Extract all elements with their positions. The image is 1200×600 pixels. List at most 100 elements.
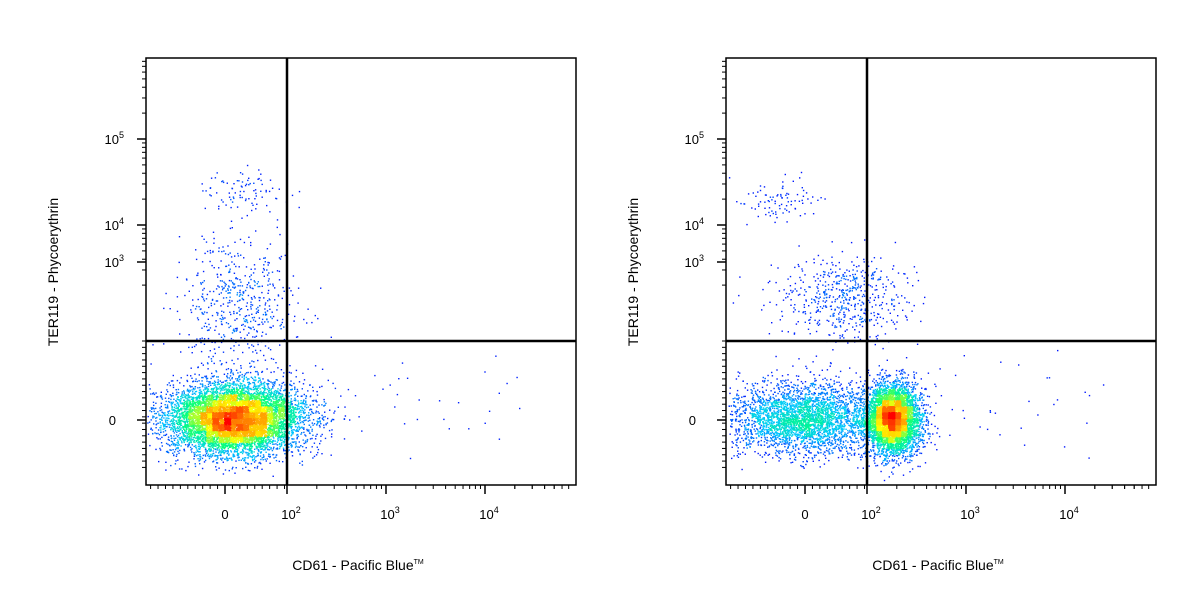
event-dot	[248, 392, 250, 394]
event-dot	[253, 457, 256, 459]
event-dot	[244, 390, 247, 392]
event-dot	[216, 462, 218, 464]
event-dot	[190, 449, 192, 451]
event-dot	[282, 440, 284, 443]
event-dot	[250, 452, 252, 454]
event-dot	[201, 409, 204, 411]
event-dot	[183, 403, 185, 405]
event-dot	[170, 429, 172, 431]
event-dot	[182, 415, 184, 417]
event-dot	[206, 293, 209, 296]
event-dot	[197, 418, 199, 421]
event-dot	[253, 397, 256, 399]
event-dot	[275, 379, 277, 381]
event-dot	[242, 443, 244, 445]
event-dot	[224, 385, 226, 387]
event-dot	[183, 440, 186, 442]
event-dot	[186, 424, 188, 427]
event-dot	[227, 440, 230, 442]
event-dot	[302, 401, 304, 403]
event-dot	[264, 401, 266, 403]
event-dot	[180, 402, 182, 404]
event-dot	[259, 455, 262, 457]
event-dot	[263, 384, 265, 386]
event-dot	[291, 404, 293, 406]
event-dot	[297, 395, 299, 397]
event-dot	[159, 418, 161, 420]
event-dot	[258, 299, 261, 302]
event-dot	[230, 220, 233, 222]
event-dot	[254, 268, 256, 270]
event-dot	[255, 393, 257, 396]
event-dot	[178, 409, 180, 412]
event-dot	[279, 414, 281, 416]
event-dot	[147, 415, 149, 418]
event-dot	[220, 458, 222, 460]
event-dot	[194, 416, 196, 418]
event-dot	[179, 423, 181, 425]
event-dot	[253, 396, 255, 398]
event-dot	[251, 439, 253, 441]
event-dot	[183, 410, 186, 413]
event-dot	[304, 404, 306, 406]
event-dot	[181, 430, 183, 432]
event-dot	[270, 406, 272, 409]
event-dot	[298, 412, 300, 414]
event-dot	[306, 322, 308, 324]
event-dot	[237, 453, 240, 455]
event-dot	[208, 395, 211, 397]
event-dot	[267, 406, 270, 409]
event-dot	[276, 444, 279, 446]
event-dot	[268, 436, 270, 438]
event-dot	[275, 391, 277, 394]
event-dot	[254, 398, 256, 400]
event-dot	[281, 408, 283, 410]
event-dot	[187, 423, 189, 425]
event-dot	[270, 381, 272, 383]
event-dot	[204, 429, 206, 431]
event-dot	[300, 411, 302, 413]
event-dot	[210, 384, 212, 386]
event-dot	[206, 377, 209, 380]
event-dot	[254, 385, 256, 387]
event-dot	[268, 380, 270, 382]
event-dot	[179, 417, 182, 419]
event-dot	[234, 449, 236, 452]
event-dot	[269, 308, 271, 310]
event-dot	[188, 403, 190, 406]
event-dot	[188, 411, 190, 414]
event-dot	[176, 296, 179, 298]
event-dot	[202, 298, 205, 300]
event-dot	[283, 413, 285, 415]
event-dot	[217, 432, 219, 434]
event-dot	[236, 294, 238, 296]
event-dot	[181, 440, 183, 442]
event-dot	[202, 289, 204, 291]
event-dot	[173, 423, 175, 425]
event-dot	[284, 423, 286, 425]
event-dot	[262, 456, 265, 458]
event-dot	[220, 260, 222, 262]
event-dot	[204, 459, 207, 462]
event-dot	[319, 426, 321, 428]
event-dot	[235, 448, 238, 451]
event-dot	[443, 418, 445, 421]
event-dot	[152, 407, 155, 409]
event-dot	[198, 306, 200, 308]
event-dot	[212, 290, 215, 293]
event-dot	[267, 431, 269, 433]
event-dot	[228, 445, 231, 447]
event-dot	[189, 416, 191, 419]
event-dot	[211, 314, 214, 317]
event-dot	[257, 285, 259, 288]
event-dot	[150, 411, 153, 413]
event-dot	[289, 414, 291, 416]
event-dot	[273, 424, 276, 427]
event-dot	[176, 426, 179, 429]
event-dot	[237, 389, 239, 391]
event-dot	[288, 427, 290, 429]
event-dot	[330, 419, 333, 422]
event-dot	[240, 397, 242, 400]
event-dot	[283, 402, 285, 404]
event-dot	[255, 397, 257, 399]
